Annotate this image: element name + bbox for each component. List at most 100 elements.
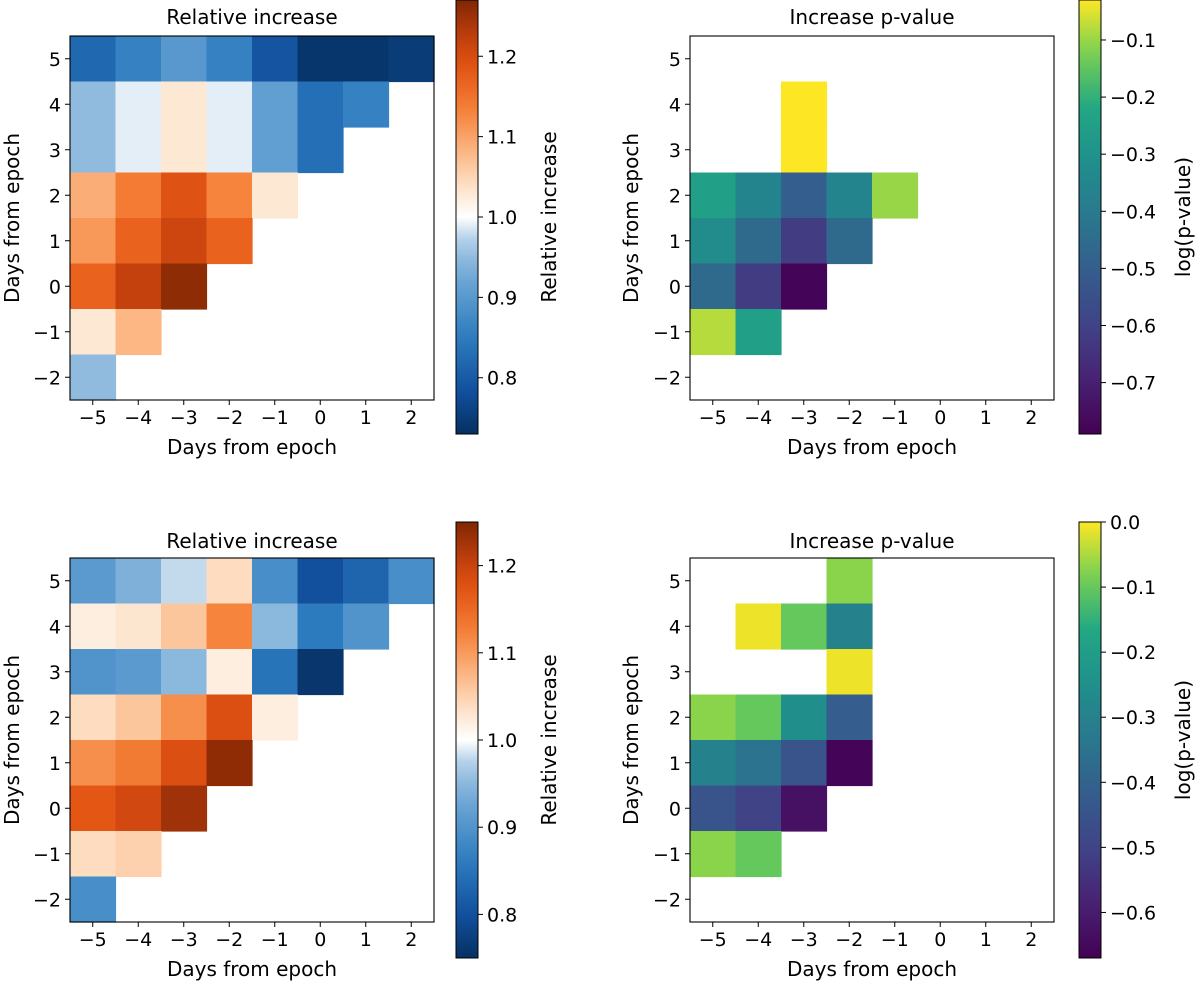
- x-axis-label: Days from epoch: [787, 957, 957, 981]
- colorbar-tick-label: −0.4: [1110, 772, 1156, 794]
- heatmap-cell: [70, 831, 117, 878]
- heatmap-cell: [206, 218, 253, 265]
- heatmap-cell: [115, 172, 162, 219]
- y-tick-label: 4: [669, 94, 681, 116]
- heatmap-cell: [161, 263, 208, 310]
- x-tick-label: 0: [934, 407, 946, 429]
- heatmap-cell: [781, 81, 828, 128]
- y-tick-label: 0: [49, 276, 61, 298]
- y-tick-label: 2: [669, 707, 681, 729]
- heatmap-cell: [297, 603, 344, 650]
- heatmap-cell: [161, 558, 208, 605]
- colorbar-tick-label: 1.1: [487, 643, 517, 665]
- heatmap-cell: [297, 36, 344, 83]
- x-tick-label: 0: [314, 929, 326, 951]
- colorbar-label: Relative increase: [537, 654, 561, 825]
- colorbar-tick-label: −0.6: [1110, 316, 1156, 338]
- x-tick-label: 1: [980, 407, 992, 429]
- y-tick-label: 5: [669, 571, 681, 593]
- x-tick-label: −3: [790, 929, 818, 951]
- x-tick-label: −2: [835, 407, 863, 429]
- heatmap-cell: [826, 694, 873, 741]
- y-tick-label: 1: [669, 231, 681, 253]
- y-tick-label: 5: [49, 49, 61, 71]
- x-axis-label: Days from epoch: [787, 435, 957, 459]
- y-tick-label: −1: [653, 844, 681, 866]
- heatmap-cell: [161, 694, 208, 741]
- y-tick-label: 1: [49, 231, 61, 253]
- x-tick-label: −2: [215, 929, 243, 951]
- chart-title: Relative increase: [166, 529, 337, 553]
- heatmap-cell: [690, 831, 737, 878]
- colorbar-tick-label: −0.1: [1110, 30, 1156, 52]
- colorbar-tick-label: −0.1: [1110, 577, 1156, 599]
- heatmap-cell: [161, 785, 208, 832]
- x-tick-label: 1: [360, 407, 372, 429]
- heatmap-cell: [70, 172, 117, 219]
- heatmap-cell: [115, 740, 162, 787]
- colorbar-tick-label: 0.9: [487, 287, 517, 309]
- heatmap-cell: [826, 558, 873, 605]
- x-tick-label: −3: [170, 407, 198, 429]
- x-tick-label: −4: [744, 929, 772, 951]
- heatmap-cell: [115, 218, 162, 265]
- heatmap-cell: [206, 127, 253, 174]
- y-tick-label: 2: [49, 185, 61, 207]
- colorbar-tick-label: 1.2: [487, 556, 517, 578]
- heatmap-cell: [161, 649, 208, 696]
- y-tick-label: 3: [669, 662, 681, 684]
- heatmap-cell: [826, 649, 873, 696]
- heatmap-cell: [70, 785, 117, 832]
- colorbar-tick-label: −0.5: [1110, 837, 1156, 859]
- heatmap-cell: [161, 172, 208, 219]
- heatmap-cell: [872, 172, 919, 219]
- heatmap-cell: [826, 218, 873, 265]
- y-tick-label: 0: [669, 276, 681, 298]
- heatmap-cell: [252, 603, 299, 650]
- y-axis-label: Days from epoch: [0, 133, 24, 303]
- heatmap-cell: [115, 263, 162, 310]
- heatmap-cell: [388, 36, 435, 83]
- heatmap-cell: [343, 36, 390, 83]
- heatmap-cell: [161, 603, 208, 650]
- heatmap-cell: [735, 218, 782, 265]
- heatmap-cell: [70, 740, 117, 787]
- colorbar: [456, 522, 478, 958]
- x-tick-label: −4: [124, 929, 152, 951]
- colorbar-label: log(p-value): [1171, 680, 1195, 800]
- heatmap-cell: [781, 694, 828, 741]
- heatmap-cell: [297, 649, 344, 696]
- heatmap-cell: [206, 558, 253, 605]
- colorbar-tick-label: −0.5: [1110, 258, 1156, 280]
- y-axis-label: Days from epoch: [619, 133, 643, 303]
- heatmap-cell: [70, 127, 117, 174]
- heatmap-panel-1: Relative increase −5 −4 −3 −2 −1 0 1 2 5 4 3 2 1 0 −1 −2…: [0, 0, 561, 459]
- heatmap-cell: [690, 785, 737, 832]
- heatmap-cell: [297, 81, 344, 128]
- heatmap-cell: [826, 172, 873, 219]
- colorbar-tick-label: 1.0: [487, 207, 517, 229]
- colorbar-tick-label: −0.2: [1110, 87, 1156, 109]
- x-tick-label: −5: [699, 929, 727, 951]
- heatmap-cell: [161, 218, 208, 265]
- x-tick-label: −5: [699, 407, 727, 429]
- y-axis-label: Days from epoch: [0, 655, 24, 825]
- heatmap-cell: [115, 694, 162, 741]
- heatmap-cell: [161, 127, 208, 174]
- heatmap-cell: [690, 740, 737, 787]
- plot-frame: [689, 35, 1055, 401]
- heatmap-cell: [70, 263, 117, 310]
- heatmap-cell: [70, 36, 117, 83]
- x-axis-label: Days from epoch: [167, 957, 337, 981]
- heatmap-cell: [781, 172, 828, 219]
- x-tick-label: −1: [881, 407, 909, 429]
- x-tick-label: −5: [79, 407, 107, 429]
- heatmap-cell: [252, 127, 299, 174]
- heatmap-cell: [690, 694, 737, 741]
- y-tick-label: −2: [33, 367, 61, 389]
- y-tick-label: −1: [33, 322, 61, 344]
- heatmap-cell: [206, 740, 253, 787]
- y-tick-label: 4: [49, 616, 61, 638]
- heatmap-cell: [161, 81, 208, 128]
